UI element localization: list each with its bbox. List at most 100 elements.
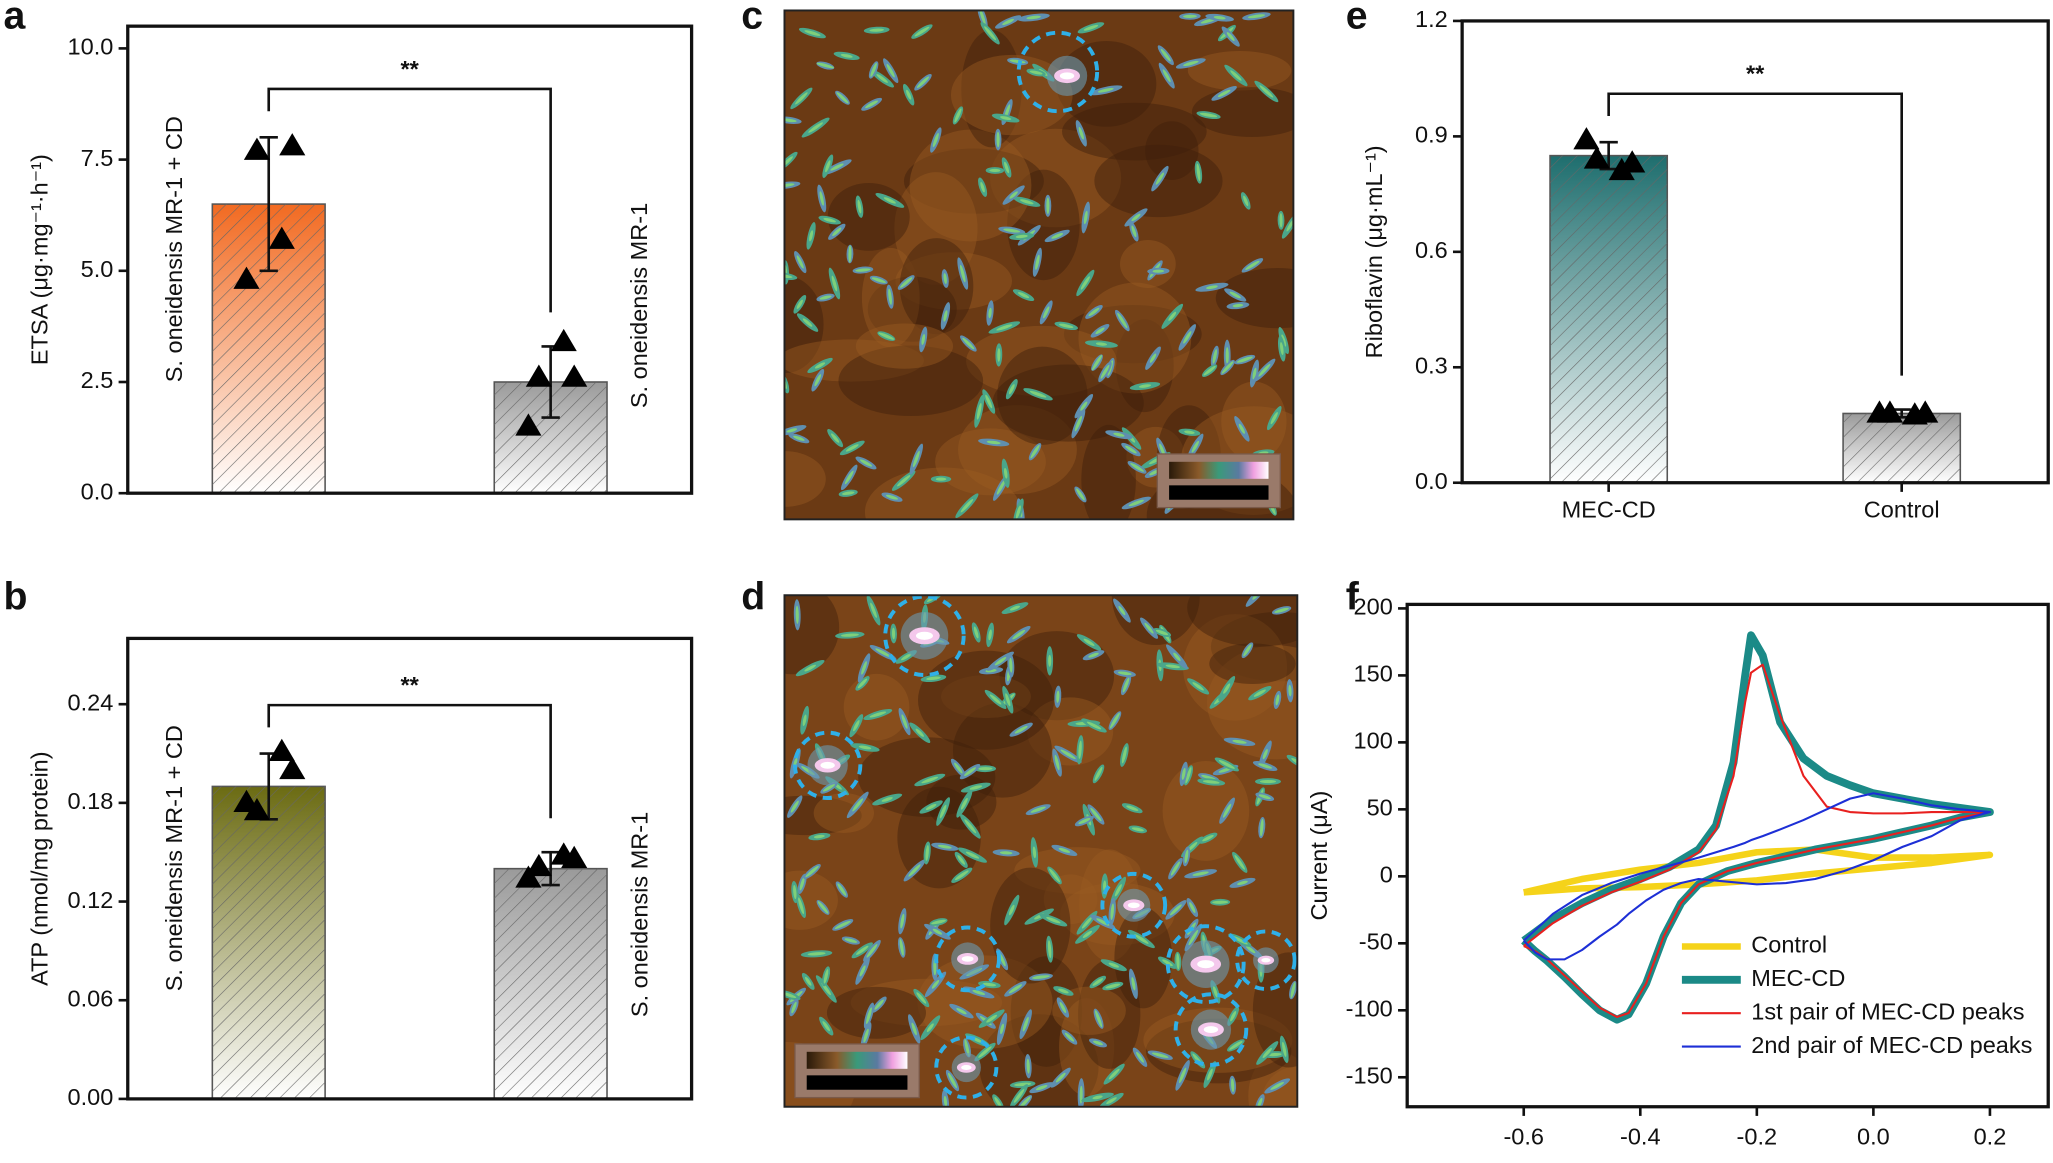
cell-core bbox=[925, 845, 929, 861]
cell-core bbox=[845, 444, 859, 452]
cell-core bbox=[817, 901, 829, 914]
cell-core bbox=[1225, 347, 1229, 365]
cell-core bbox=[1270, 412, 1278, 425]
texture bbox=[909, 129, 1032, 242]
cell-core bbox=[1217, 89, 1231, 97]
cell-cluster bbox=[820, 761, 835, 769]
plot-frame bbox=[126, 636, 694, 1101]
cell-core bbox=[848, 245, 852, 263]
y-tick-label: -100 bbox=[1346, 996, 1393, 1022]
cell-cluster bbox=[1197, 960, 1215, 969]
cell-core bbox=[819, 191, 824, 206]
cell-core bbox=[982, 982, 997, 987]
cell-core bbox=[1009, 657, 1013, 673]
cell-core bbox=[1136, 1051, 1144, 1063]
cell-core bbox=[1155, 172, 1165, 185]
texture bbox=[1007, 169, 1080, 281]
texture bbox=[1206, 645, 1298, 760]
cell-core bbox=[916, 76, 930, 89]
cell-core bbox=[804, 664, 817, 672]
cell-core bbox=[786, 428, 798, 433]
cell-core bbox=[1279, 213, 1283, 228]
cell-core bbox=[912, 450, 920, 468]
cell-core bbox=[1191, 440, 1200, 453]
category-label: S. oneidensis MR-1 + CD bbox=[161, 725, 187, 991]
cell-core bbox=[900, 277, 913, 288]
cell-core bbox=[1078, 818, 1091, 825]
cell-core bbox=[784, 183, 795, 188]
plot-frame bbox=[126, 24, 694, 495]
cell-core bbox=[809, 230, 814, 242]
cell-core bbox=[986, 1014, 998, 1023]
legend-label: 1st pair of MEC-CD peaks bbox=[1751, 998, 2024, 1024]
category-label: S. oneidensis MR-1 + CD bbox=[161, 116, 187, 382]
series-line bbox=[1523, 846, 1994, 896]
cell-core bbox=[1108, 1068, 1120, 1080]
cell-core bbox=[814, 362, 826, 369]
cell-core bbox=[962, 337, 975, 350]
cell-core bbox=[948, 1072, 957, 1089]
cell-core bbox=[900, 913, 905, 929]
panel-label: f bbox=[1346, 575, 1360, 619]
cell-core bbox=[1106, 1097, 1117, 1105]
y-tick-label: 0.00 bbox=[68, 1084, 114, 1110]
cell-core bbox=[1058, 988, 1069, 994]
texture bbox=[1209, 643, 1296, 685]
cell-core bbox=[805, 976, 812, 986]
cell-core bbox=[1231, 935, 1248, 945]
cell-core bbox=[1138, 384, 1152, 388]
cell-core bbox=[959, 264, 966, 283]
cell-core bbox=[1280, 342, 1284, 355]
cell-core bbox=[1005, 693, 1011, 707]
cell-core bbox=[899, 939, 904, 956]
cell-core bbox=[979, 10, 986, 25]
y-tick-label: 0.24 bbox=[68, 689, 114, 715]
cell-core bbox=[844, 470, 854, 485]
scale-line bbox=[1169, 485, 1269, 500]
cell-core bbox=[906, 89, 912, 100]
cell-core bbox=[973, 626, 979, 639]
cell-core bbox=[1230, 70, 1242, 81]
cell-core bbox=[1000, 1023, 1005, 1035]
cell-core bbox=[1108, 962, 1120, 968]
cell-core bbox=[1252, 367, 1257, 380]
cell-core bbox=[1223, 683, 1231, 694]
cell-core bbox=[802, 714, 807, 726]
cell-core bbox=[1243, 644, 1252, 657]
cell-core bbox=[960, 499, 974, 513]
cell-core bbox=[1260, 818, 1264, 837]
cell-core bbox=[1134, 934, 1149, 944]
cell-core bbox=[1035, 1085, 1048, 1091]
cell-core bbox=[911, 1022, 917, 1036]
cell-core bbox=[932, 133, 939, 148]
cell-core bbox=[969, 785, 983, 790]
cell-core bbox=[799, 877, 805, 891]
highlight-circle bbox=[1235, 929, 1297, 991]
cell-core bbox=[1183, 60, 1199, 67]
cell-core bbox=[1125, 445, 1137, 454]
y-tick-label: 0.9 bbox=[1415, 122, 1448, 148]
cell-core bbox=[1232, 739, 1247, 744]
texture bbox=[1162, 761, 1250, 861]
cell-core bbox=[819, 295, 832, 300]
cell-core bbox=[870, 62, 877, 77]
cell-core bbox=[813, 834, 825, 839]
cell-core bbox=[1128, 499, 1144, 507]
cell-core bbox=[935, 477, 947, 481]
plot-frame bbox=[1405, 602, 2050, 1109]
texture bbox=[827, 182, 910, 251]
cell-core bbox=[1253, 689, 1266, 697]
bar-hatch bbox=[1550, 155, 1668, 483]
y-tick-label: 0.0 bbox=[1415, 468, 1448, 494]
cell-core bbox=[1056, 690, 1060, 703]
texture bbox=[826, 986, 927, 1039]
cell-core bbox=[960, 797, 968, 810]
cell-core bbox=[1030, 806, 1046, 813]
image-frame bbox=[783, 594, 1299, 1108]
bar-hatch bbox=[494, 868, 608, 1099]
cell-core bbox=[1105, 983, 1121, 989]
significance-label: ** bbox=[1746, 61, 1765, 87]
category-label: S. oneidensis MR-1 bbox=[626, 203, 652, 408]
cell-core bbox=[943, 310, 948, 322]
panel-label: d bbox=[741, 575, 765, 619]
